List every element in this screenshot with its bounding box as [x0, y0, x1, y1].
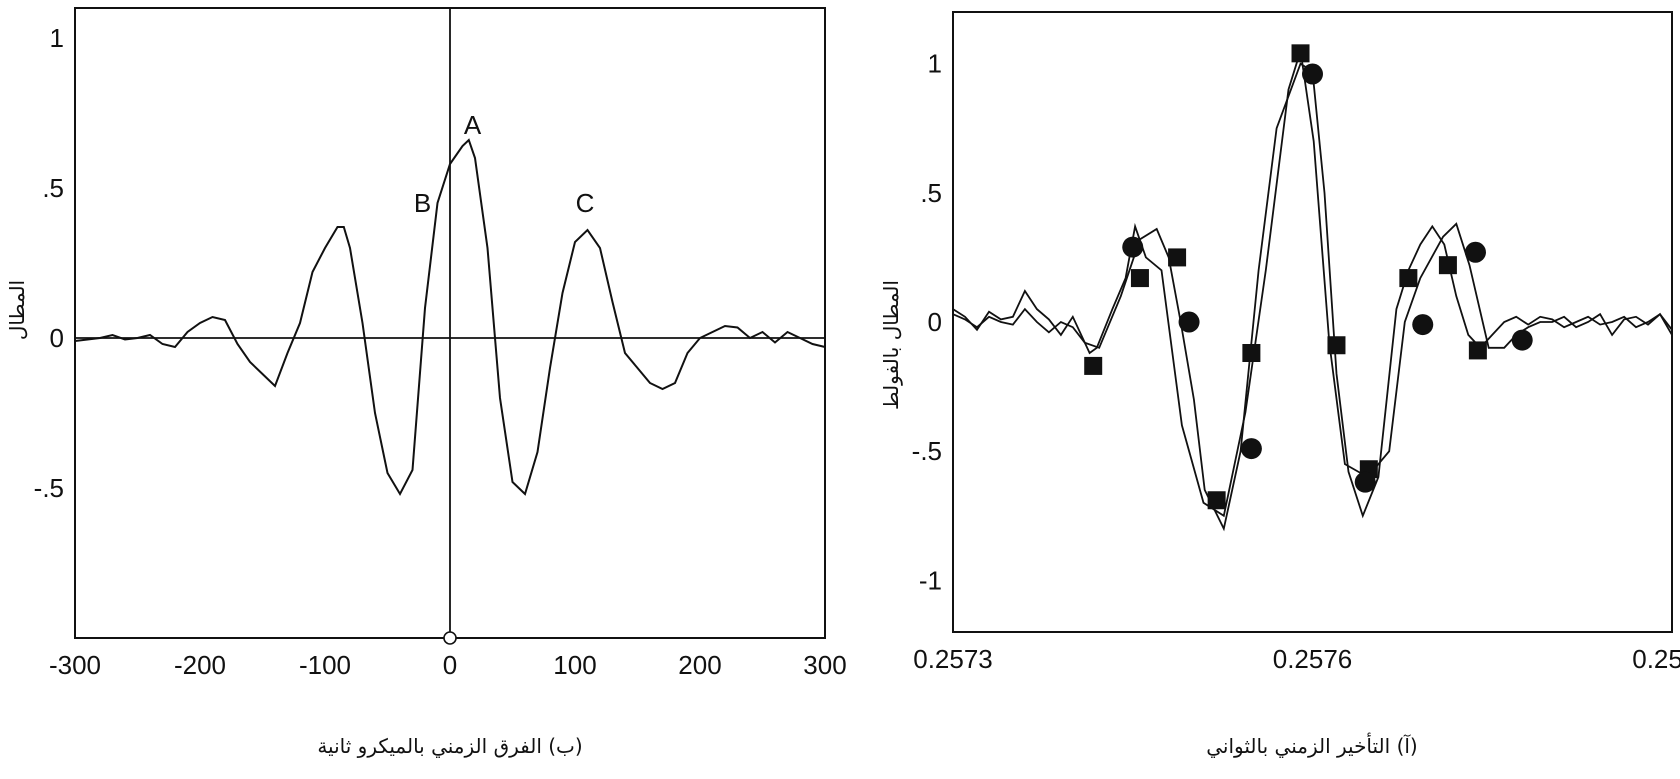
square-marker — [1438, 256, 1457, 275]
left-x-axis-label: (ب) الفرق الزمني بالميكرو ثانية — [317, 734, 582, 759]
left-reference-lines — [75, 8, 825, 645]
square-marker — [1168, 248, 1187, 267]
left-x-tick-label: -100 — [299, 650, 351, 680]
left-x-tick-label: -200 — [174, 650, 226, 680]
right-y-tick-label: .5 — [920, 178, 942, 208]
right-y-axis-label: المطال بالفولط — [879, 280, 903, 410]
square-marker — [1130, 269, 1149, 288]
square-marker — [1084, 356, 1103, 375]
left-series-line-0 — [74, 138, 826, 497]
right-y-tick-label: -.5 — [912, 436, 942, 466]
circle-marker — [1178, 311, 1200, 333]
left-y-tick-label: .5 — [42, 173, 64, 203]
square-marker — [1207, 491, 1226, 510]
circle-marker — [1412, 314, 1434, 336]
right-x-tick-label: 0.2576 — [1273, 644, 1353, 674]
right-x-axis-label: (آ) التأخير الزمني بالثواني — [1206, 732, 1417, 759]
left-y-tick-label: 1 — [50, 23, 64, 53]
left-x-tick-labels: -300 -200 -100 0 100 200 300 — [49, 650, 847, 680]
left-y-tick-label: -.5 — [34, 473, 64, 503]
left-x-tick-label: 300 — [803, 650, 846, 680]
right-plot-frame — [952, 11, 1673, 633]
square-marker — [1291, 44, 1310, 63]
left-annotation-c: C — [576, 188, 595, 218]
square-marker — [1242, 344, 1261, 362]
right-y-tick-label: 0 — [928, 307, 942, 337]
right-y-tick-label: 1 — [928, 49, 942, 79]
left-x-tick-label: 0 — [443, 650, 457, 680]
left-x-tick-label: -300 — [49, 650, 101, 680]
left-origin-marker — [443, 631, 457, 645]
right-series — [952, 44, 1673, 532]
circle-marker — [1511, 329, 1533, 351]
left-annotation-a: A — [464, 110, 482, 140]
square-marker — [1468, 341, 1487, 360]
left-chart: -300 -200 -100 0 100 200 300 1 .5 0 -.5 A B C (ب) ا… — [5, 7, 847, 759]
square-marker — [1399, 269, 1418, 288]
left-x-tick-label: 200 — [678, 650, 721, 680]
right-series-line-square — [952, 50, 1673, 518]
circle-marker — [1240, 438, 1262, 460]
left-series — [74, 138, 826, 497]
right-y-tick-label: -1 — [919, 565, 942, 595]
left-x-tick-label: 100 — [553, 650, 596, 680]
left-annotations: A B C — [414, 110, 595, 218]
left-annotation-b: B — [414, 188, 431, 218]
right-series-line-circle — [952, 62, 1673, 532]
circle-marker — [1122, 236, 1144, 258]
circle-marker — [1302, 63, 1323, 85]
right-x-tick-label: 0.2579 — [1632, 644, 1680, 674]
left-y-tick-labels: 1 .5 0 -.5 — [34, 23, 64, 503]
left-y-axis-label: المطال — [5, 280, 29, 340]
left-y-tick-label: 0 — [50, 323, 64, 353]
square-marker — [1327, 336, 1346, 355]
circle-marker — [1464, 241, 1486, 263]
right-x-tick-labels: 0.2573 0.2576 0.2579 — [913, 644, 1680, 674]
right-chart: 0.2573 0.2576 0.2579 1 .5 0 -.5 -1 (آ) التأخير… — [879, 11, 1680, 759]
right-x-tick-label: 0.2573 — [913, 644, 993, 674]
circle-marker — [1354, 471, 1376, 493]
right-y-tick-labels: 1 .5 0 -.5 -1 — [912, 49, 942, 596]
